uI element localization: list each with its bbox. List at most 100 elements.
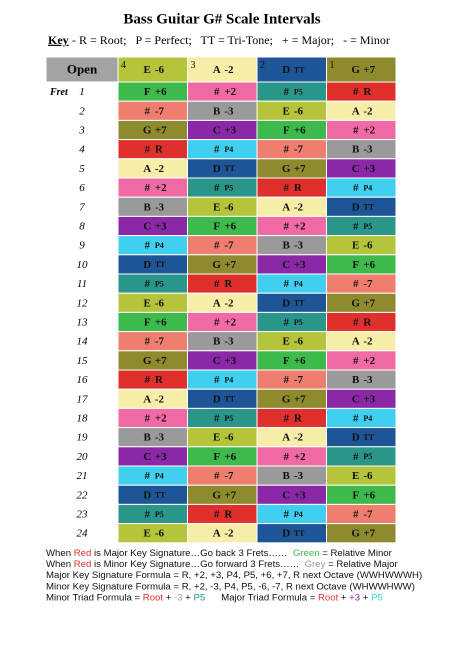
note: C: [213, 355, 221, 367]
note: #: [214, 182, 220, 194]
note-cell: [256, 177, 327, 198]
note: #: [144, 144, 150, 156]
note-cell: [187, 407, 258, 429]
note-cell: [256, 273, 327, 294]
note-segment: +: [360, 592, 371, 603]
note-cell: [326, 369, 397, 390]
note-cell: [326, 388, 397, 409]
note: A: [143, 393, 151, 405]
note-cell: [326, 139, 397, 160]
interval: P5: [363, 222, 372, 231]
note: #: [144, 374, 150, 386]
interval: -6: [155, 528, 165, 540]
fret-number: 12: [77, 297, 89, 309]
note: D: [282, 297, 290, 309]
note: #: [214, 374, 220, 386]
interval: +7: [363, 297, 375, 309]
fret-number: 13: [77, 317, 89, 329]
interval: +3: [224, 125, 236, 137]
note: E: [283, 336, 290, 348]
note: D: [352, 432, 360, 444]
note-cell: [256, 484, 327, 505]
fret-number: 11: [77, 278, 87, 290]
note: D: [143, 259, 151, 271]
interval: -7: [363, 509, 373, 521]
note-segment: When: [46, 547, 74, 558]
interval: P5: [294, 318, 303, 327]
note: E: [283, 105, 290, 117]
interval: +6: [224, 221, 236, 233]
note-cell: [187, 100, 258, 121]
note-cell: [326, 350, 397, 371]
interval: -6: [224, 201, 234, 213]
note-cell: [256, 311, 327, 333]
interval: -2: [155, 163, 165, 175]
note-cell: [326, 311, 397, 333]
note-cell: [256, 350, 327, 371]
note: D: [213, 163, 221, 175]
note: F: [144, 86, 151, 98]
fret-number: 5: [79, 163, 85, 175]
string-number: 1: [330, 60, 335, 71]
note-cell: [187, 427, 258, 448]
note: B: [213, 336, 221, 348]
interval: -3: [224, 336, 234, 348]
interval: +6: [155, 86, 167, 98]
note-cell: [326, 273, 397, 294]
interval: -2: [363, 336, 373, 348]
note: #: [353, 413, 359, 425]
note-cell: [117, 484, 188, 505]
note-cell: [117, 465, 188, 486]
note-cell: [326, 331, 397, 352]
interval: -2: [224, 297, 234, 309]
interval: P5: [155, 279, 164, 288]
interval: R: [224, 278, 233, 290]
interval: TT: [294, 65, 305, 74]
note: #: [353, 451, 359, 463]
note: #: [144, 240, 150, 252]
note-cell: [326, 81, 397, 102]
interval: P5: [363, 452, 372, 461]
note-cell: [117, 119, 188, 141]
interval: TT: [155, 491, 166, 500]
note-segment: Green: [293, 547, 320, 558]
interval: +2: [294, 451, 306, 463]
interval: +6: [224, 451, 236, 463]
note: #: [144, 336, 150, 348]
note: #: [283, 317, 289, 329]
interval: TT: [224, 164, 235, 173]
note-cell: [256, 56, 327, 83]
note-cell: [187, 523, 258, 544]
interval: R: [155, 374, 164, 386]
interval: -2: [155, 393, 165, 405]
interval: TT: [363, 433, 374, 442]
note: G: [351, 297, 360, 309]
note: #: [283, 413, 289, 425]
note-cell: [117, 407, 188, 429]
note: B: [352, 144, 360, 156]
note-cell: [256, 388, 327, 409]
note: A: [213, 297, 221, 309]
note-cell: [326, 254, 397, 275]
interval: TT: [155, 260, 166, 269]
interval: +6: [155, 317, 167, 329]
note-cell: [187, 177, 258, 198]
note-cell: [117, 56, 188, 83]
note-cell: [187, 158, 258, 179]
note-cell: [187, 484, 258, 505]
key-text: - R = Root; P = Perfect; TT = Tri-Tone; …: [72, 33, 390, 47]
note-cell: [326, 427, 397, 448]
note-cell: [187, 369, 258, 390]
note: G: [143, 125, 152, 137]
note: #: [353, 221, 359, 233]
interval: -6: [155, 297, 165, 309]
interval: -3: [363, 144, 373, 156]
note: E: [144, 64, 151, 76]
note-cell: [187, 465, 258, 486]
note-cell: [187, 56, 258, 83]
note-cell: [256, 254, 327, 275]
note-cell: [256, 446, 327, 467]
note: #: [283, 221, 289, 233]
note: B: [283, 240, 291, 252]
interval: R: [294, 413, 303, 425]
